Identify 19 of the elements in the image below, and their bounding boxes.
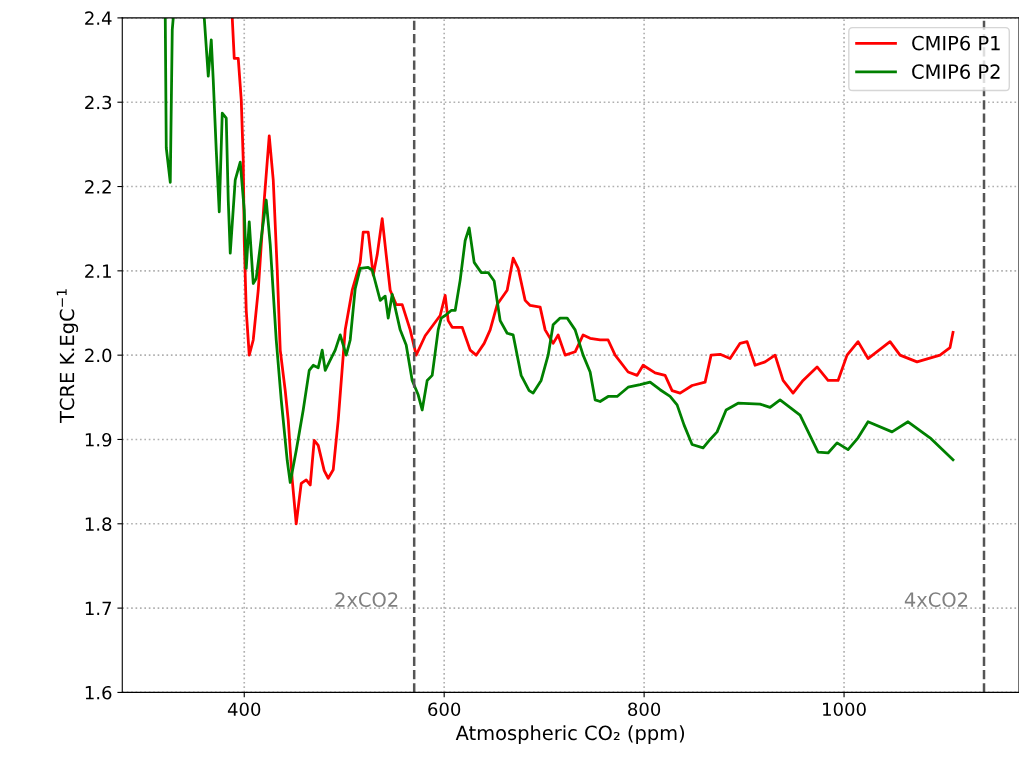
ref-line-label: 4xCO2 — [904, 592, 968, 607]
y-tick-label: 1.7 — [85, 601, 112, 615]
y-axis-title: TCRE K.EgC$^{−1}$ — [56, 289, 79, 423]
y-tick-label: 1.6 — [85, 685, 112, 700]
y-tick-label: 1.8 — [85, 517, 112, 531]
y-tick-label: 1.9 — [85, 432, 112, 447]
y-tick-label: 2.1 — [85, 264, 111, 278]
legend-label: CMIP6 P2 — [912, 64, 1000, 79]
legend-label: CMIP6 P1 — [912, 35, 1000, 51]
y-tick-label: 2.2 — [85, 179, 111, 194]
y-tick-label: 2.4 — [85, 11, 112, 25]
x-tick-label: 1000 — [823, 702, 866, 717]
y-tick-label: 2.3 — [85, 95, 112, 110]
x-axis-title: Atmospheric CO₂ (ppm) — [455, 725, 685, 744]
y-tick-label: 2.0 — [85, 348, 112, 363]
x-tick-label: 400 — [227, 702, 261, 717]
x-tick-label: 600 — [428, 702, 461, 717]
ref-line-label: 2xCO2 — [335, 592, 398, 607]
x-tick-label: 800 — [628, 702, 661, 717]
